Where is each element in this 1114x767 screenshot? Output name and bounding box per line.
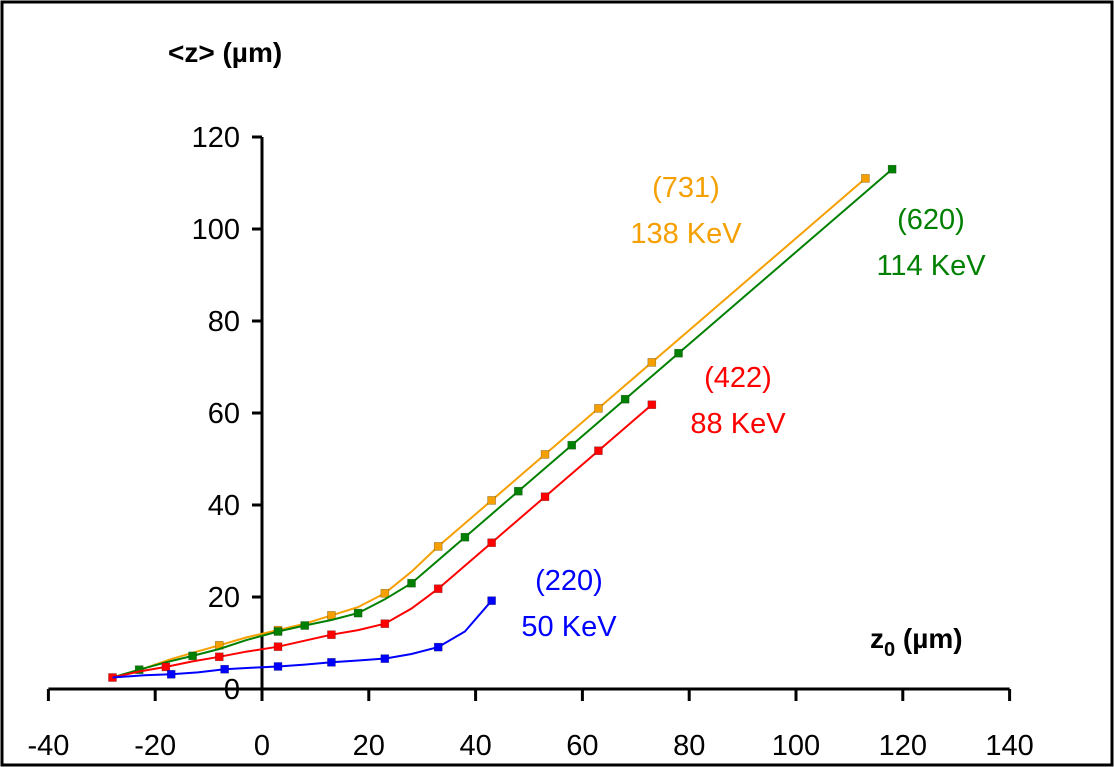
x-tick-label: 0 xyxy=(254,730,270,762)
x-tick-label: 140 xyxy=(985,730,1033,762)
data-point xyxy=(353,608,363,618)
data-point xyxy=(134,665,144,674)
series-label-line2: 138 KeV xyxy=(630,218,742,250)
data-point xyxy=(433,542,443,551)
data-point xyxy=(647,400,657,410)
x-axis-title-subscript: 0 xyxy=(884,639,895,661)
data-point xyxy=(407,578,416,588)
data-point xyxy=(380,654,390,663)
series-line xyxy=(112,600,493,679)
x-tick-label: 100 xyxy=(772,730,820,762)
x-tick-label: 120 xyxy=(879,730,927,762)
data-point xyxy=(433,642,443,652)
data-point xyxy=(487,538,496,548)
data-point xyxy=(327,611,336,620)
series-label-line2: 50 KeV xyxy=(521,611,617,643)
data-point xyxy=(300,621,310,630)
y-tick-label: 100 xyxy=(192,214,240,246)
series-2: (422) 88 KeV xyxy=(108,362,786,682)
data-point xyxy=(487,496,496,505)
data-point xyxy=(487,596,496,605)
series-line xyxy=(112,168,893,679)
x-axis-title: z0 (µm) xyxy=(870,623,963,661)
data-point xyxy=(380,619,390,628)
series-3: (220) 50 KeV xyxy=(112,565,617,679)
data-point xyxy=(214,652,224,662)
data-point xyxy=(380,589,390,598)
data-point xyxy=(327,630,336,640)
y-tick-label: 0 xyxy=(224,674,240,706)
data-point xyxy=(594,446,603,456)
x-tick-label: 80 xyxy=(673,730,705,762)
series-label-line1: (422) xyxy=(704,362,772,394)
data-point xyxy=(460,532,470,542)
series-0: (731) 138 KeV xyxy=(112,172,870,679)
series-label-line1: (220) xyxy=(535,565,603,597)
y-tick-label: 120 xyxy=(192,122,240,154)
series-1: (620) 114 KeV xyxy=(112,164,986,679)
data-point xyxy=(327,658,336,667)
data-point xyxy=(861,174,870,183)
data-point xyxy=(594,404,603,413)
axes: -40 -20 0 20 40 60 80 100 120 140 0 20 40 60 80 100 120 xyxy=(27,122,1033,762)
data-point xyxy=(514,486,523,496)
series-label-line1: (731) xyxy=(652,172,720,204)
y-tick-label: 60 xyxy=(208,398,240,430)
data-point xyxy=(620,394,630,404)
data-point xyxy=(273,662,283,671)
y-axis-title: <z> (µm) xyxy=(168,37,282,68)
y-tick-label: 20 xyxy=(208,582,240,614)
x-tick-label: 60 xyxy=(566,730,598,762)
data-point xyxy=(674,348,683,358)
y-tick-label: 40 xyxy=(208,490,240,522)
series-label-line2: 114 KeV xyxy=(876,250,986,282)
data-point xyxy=(647,358,657,367)
data-point xyxy=(220,664,229,674)
data-point xyxy=(567,440,577,450)
y-tick-label: 80 xyxy=(208,306,240,338)
data-point xyxy=(273,642,283,651)
data-point xyxy=(433,584,443,594)
data-point xyxy=(540,492,550,502)
data-point xyxy=(166,669,176,679)
data-point xyxy=(887,164,897,174)
data-point xyxy=(273,627,283,636)
x-tick-label: 20 xyxy=(353,730,385,762)
data-point xyxy=(540,450,550,459)
series-label-line1: (620) xyxy=(897,204,965,236)
x-tick-label: -40 xyxy=(27,730,69,762)
x-axis-title-main: z xyxy=(870,623,884,654)
data-point xyxy=(188,651,197,661)
series-layer: (731) 138 KeV (620) 114 KeV (422) 88 KeV (220)… xyxy=(108,164,986,682)
x-tick-label: -20 xyxy=(134,730,176,762)
series-label-line2: 88 KeV xyxy=(690,408,786,440)
x-tick-label: 40 xyxy=(459,730,491,762)
x-axis-title-unit: (µm) xyxy=(895,623,962,654)
data-point xyxy=(161,662,171,672)
